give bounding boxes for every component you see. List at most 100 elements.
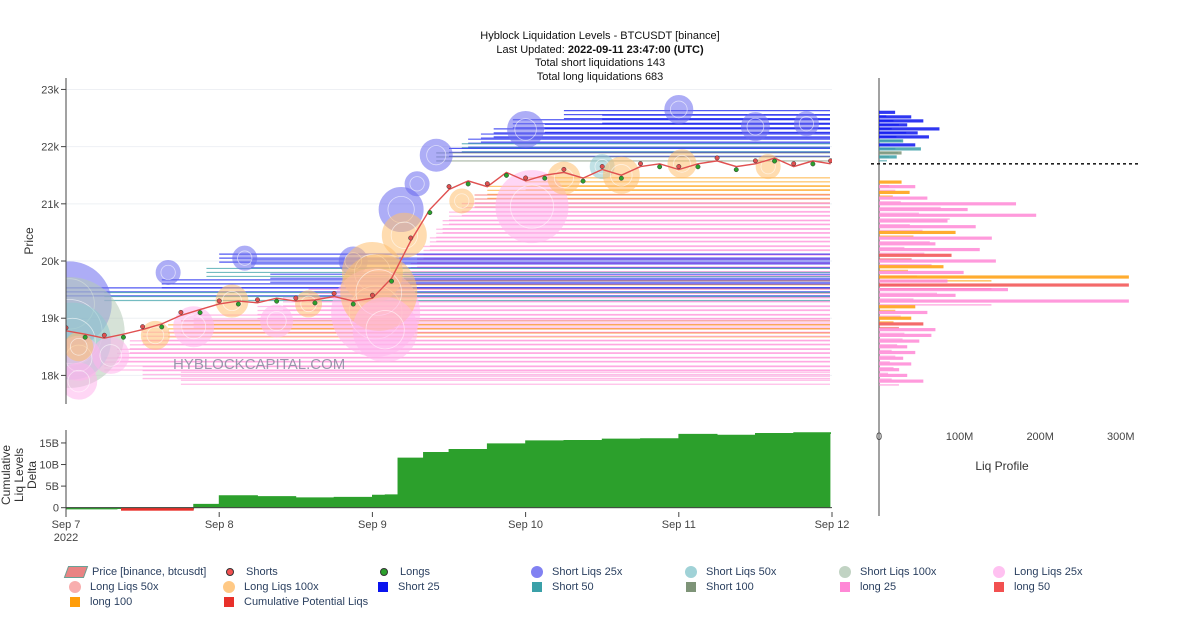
long-marker (235, 301, 241, 307)
profile-bar (879, 310, 928, 315)
legend-swatch-icon (840, 582, 850, 592)
long-liquidations-total: Total long liquidations 683 (536, 70, 664, 83)
profile-bar-minor (879, 344, 898, 346)
long-marker (427, 210, 433, 215)
price-y-tick-label: 21k (41, 199, 59, 211)
profile-bar (879, 247, 980, 252)
profile-bar (879, 147, 921, 151)
liq-bubble-ring (669, 100, 688, 119)
liq-bubble-ring (365, 310, 405, 350)
profile-bar-minor (879, 241, 930, 243)
profile-bar-minor (879, 201, 901, 203)
last-updated: Last Updated: 2022-09-11 23:47:00 (UTC) (0, 44, 1200, 58)
price-plot-body (66, 94, 832, 400)
legend-item[interactable]: Longs (374, 566, 430, 578)
liq-bubble (419, 138, 453, 172)
legend-item[interactable]: Short Liqs 25x (528, 566, 622, 578)
profile-bar (879, 110, 896, 114)
short-liquidations-total: Total short liquidations 143 (534, 57, 666, 69)
profile-bar (879, 279, 948, 283)
profile-bar (879, 339, 920, 343)
long-marker (197, 310, 203, 316)
profile-bar-minor (879, 292, 938, 295)
legend-swatch-icon (70, 597, 80, 607)
long-marker (733, 167, 739, 173)
profile-bar (879, 288, 1008, 292)
liq-bubble-ring (237, 250, 253, 266)
liq-bubble (66, 332, 94, 362)
liq-bubble-ring (67, 369, 90, 393)
legend-item[interactable]: long 50 (990, 581, 1050, 593)
legend-swatch-icon (993, 566, 1005, 578)
profile-bar-minor (879, 252, 925, 255)
watermark-text: HYBLOCKCAPITAL.COM (173, 356, 345, 373)
legend-label: long 100 (90, 596, 133, 608)
x-tick-label: Sep 11 (662, 519, 696, 531)
profile-bar (879, 305, 916, 309)
cum-y-tick-label: 5B (46, 481, 59, 493)
profile-bar-minor (879, 229, 923, 232)
liq-bubble (495, 170, 569, 244)
profile-bar (879, 270, 964, 275)
legend-item[interactable]: long 25 (836, 581, 896, 593)
long-marker (350, 301, 356, 307)
legend-item[interactable]: Short Liqs 50x (682, 566, 776, 578)
legend-label: Short Liqs 50x (706, 566, 777, 578)
profile-bar (879, 350, 916, 355)
price-y-tick-label: 19k (41, 313, 59, 325)
x-tick-label: Sep 10 (508, 519, 543, 531)
profile-bar (879, 230, 956, 235)
legend-item[interactable]: Price [binance, btcusdt] (63, 566, 206, 578)
legend-item[interactable]: Short 100 (682, 581, 754, 593)
legend-label: long 25 (860, 581, 897, 593)
legend-label: Short Liqs 100x (860, 566, 937, 578)
profile-bar (879, 225, 976, 229)
legend-label: Long Liqs 50x (90, 581, 159, 593)
legend-swatch-icon (224, 597, 234, 607)
liq-profile-panel: 0 100M 200M 300M Liq Profile (871, 78, 1140, 516)
profile-bar (879, 119, 924, 123)
profile-bar (879, 180, 902, 184)
price-line (66, 157, 831, 339)
profile-bar (879, 139, 904, 143)
liq-bubble (155, 259, 181, 285)
legend-item[interactable]: Short 25 (374, 581, 440, 593)
legend-item[interactable]: Long Liqs 100x (220, 581, 319, 593)
legend-item[interactable]: Shorts (220, 566, 278, 578)
profile-bar (879, 151, 902, 155)
profile-bar (879, 185, 916, 189)
long-marker (274, 298, 280, 304)
profile-bar-minor (879, 159, 887, 162)
legend-swatch-icon (223, 581, 235, 593)
price-y-tick-label: 22k (41, 142, 59, 154)
legend-swatch-icon (685, 566, 697, 578)
profile-bar (879, 333, 932, 337)
liq-bubble (793, 111, 819, 137)
short-marker (638, 161, 643, 167)
legend-item[interactable]: Long Liqs 25x (990, 566, 1083, 578)
legend-item[interactable]: Cumulative Potential Liqs (220, 596, 368, 608)
profile-bar (879, 196, 928, 200)
long-marker (465, 181, 471, 187)
profile-bar (879, 202, 1017, 206)
profile-x-tick-label: 200M (1026, 431, 1054, 443)
long-marker (580, 178, 586, 184)
short-marker (446, 184, 452, 189)
profile-bar-minor (879, 378, 892, 381)
profile-bar (879, 259, 996, 263)
legend-item[interactable]: Short Liqs 100x (836, 566, 936, 578)
liq-bubble-ring (509, 184, 554, 229)
legend-swatch-icon (532, 582, 542, 592)
profile-bar-minor (879, 309, 896, 312)
legend-item[interactable]: Short 50 (528, 581, 594, 593)
legend-item[interactable]: Long Liqs 50x (66, 581, 159, 593)
profile-bar (879, 345, 908, 349)
profile-bar-minor (879, 212, 919, 215)
short-marker (101, 332, 107, 338)
profile-bar-minor (879, 235, 914, 238)
liq-bubble (92, 336, 130, 374)
profile-bar (879, 253, 952, 257)
legend-swatch-icon (380, 568, 388, 576)
liq-bubble (449, 188, 475, 214)
legend-item[interactable]: long 100 (66, 596, 132, 608)
